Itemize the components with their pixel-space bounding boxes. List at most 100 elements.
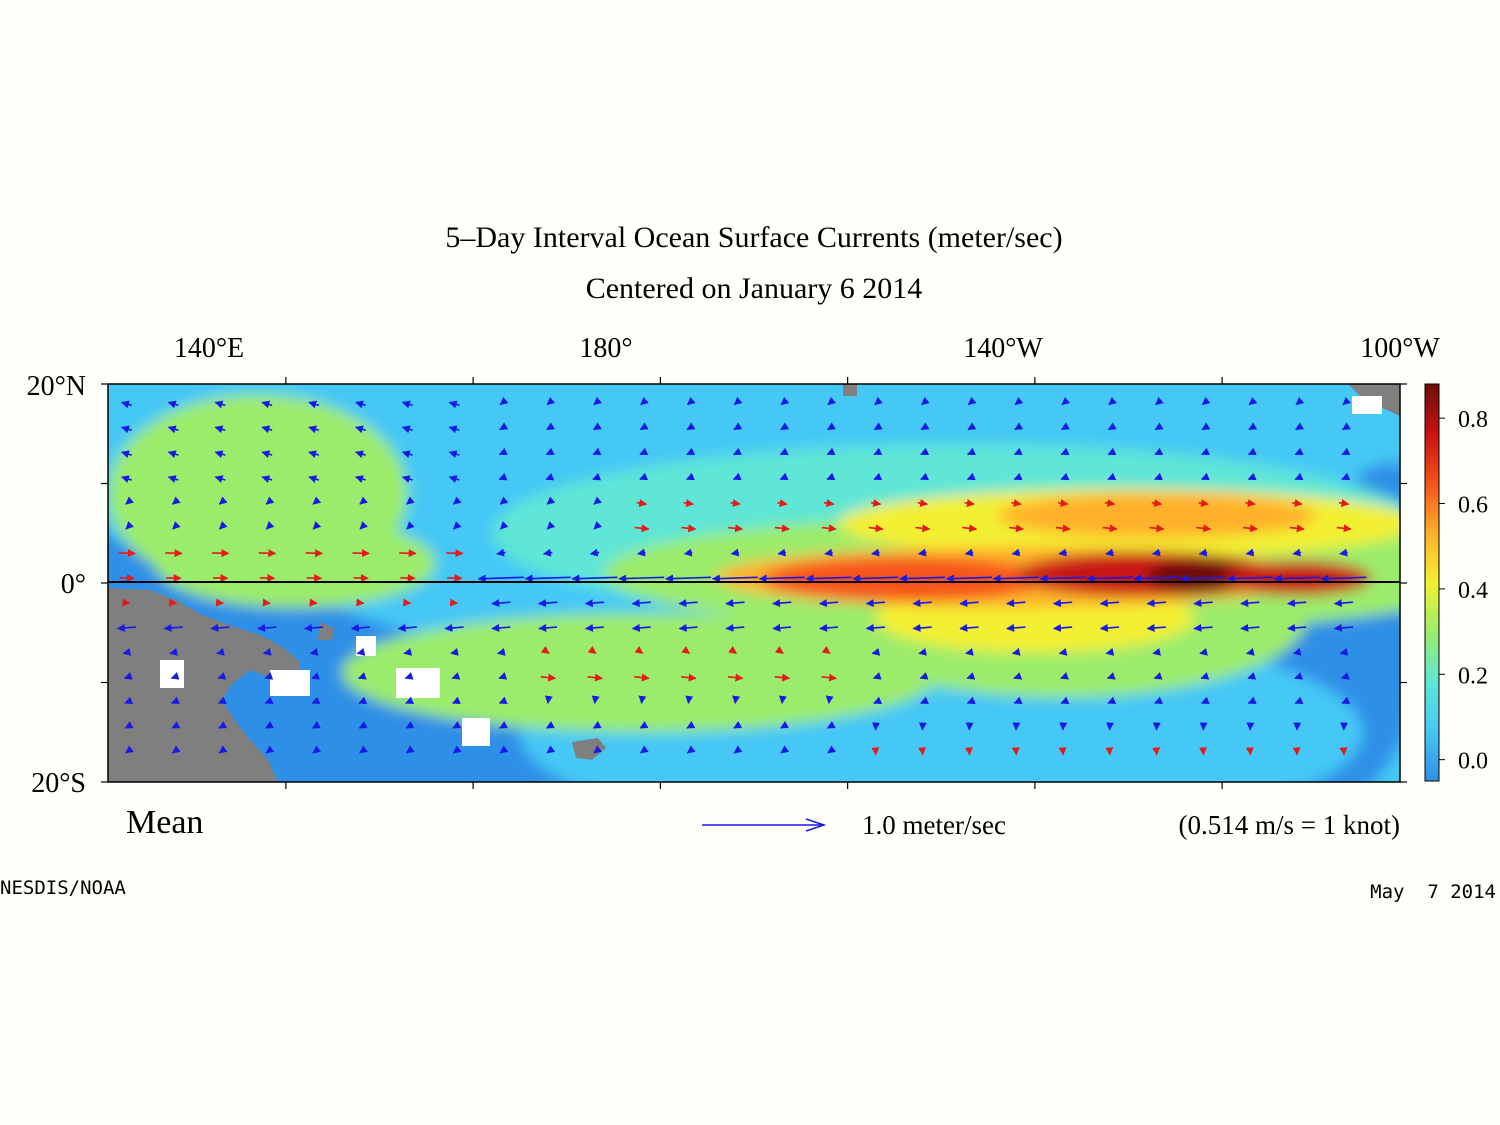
- current-arrow: [359, 521, 368, 530]
- current-arrow: [1006, 623, 1026, 632]
- current-arrow: [545, 472, 555, 481]
- current-arrow: [725, 623, 745, 632]
- colorbar-tick-label: 0.4: [1458, 578, 1488, 604]
- current-arrow: [711, 574, 758, 583]
- current-arrow: [1058, 548, 1067, 557]
- current-arrow: [871, 548, 880, 557]
- current-arrow: [358, 696, 368, 704]
- current-arrow: [546, 521, 556, 530]
- current-arrow: [545, 721, 555, 729]
- current-arrow: [357, 672, 367, 680]
- current-arrow: [733, 721, 743, 729]
- current-arrow: [355, 475, 366, 483]
- current-arrow: [1011, 499, 1022, 507]
- current-arrow: [405, 721, 415, 729]
- current-arrow: [402, 598, 412, 607]
- current-arrow: [491, 599, 511, 608]
- current-arrow: [538, 599, 558, 608]
- current-arrow: [1248, 422, 1258, 431]
- current-arrow: [498, 672, 508, 680]
- current-arrow: [1055, 524, 1071, 533]
- current-arrow: [774, 673, 791, 682]
- current-arrow: [308, 475, 320, 483]
- current-arrow: [681, 673, 697, 682]
- current-arrow: [546, 496, 556, 505]
- current-arrow: [172, 521, 181, 530]
- current-arrow: [593, 521, 603, 530]
- current-arrow: [1011, 548, 1021, 557]
- current-arrow: [214, 475, 226, 483]
- current-arrow: [499, 721, 509, 729]
- current-arrow: [218, 496, 228, 505]
- current-arrow: [261, 450, 273, 459]
- current-arrow: [865, 623, 885, 632]
- current-arrow: [1006, 599, 1026, 608]
- current-arrow: [725, 599, 745, 608]
- current-arrow: [826, 447, 836, 456]
- colorbar-ticks: 0.8 0.6 0.4 0.2 0.0: [1439, 407, 1488, 775]
- current-arrow: [1013, 447, 1023, 456]
- current-arrow: [1198, 548, 1208, 557]
- current-arrow: [636, 499, 648, 507]
- current-arrow: [219, 521, 228, 530]
- current-arrow: [169, 647, 178, 656]
- current-arrow: [821, 673, 838, 682]
- current-arrow: [406, 496, 415, 505]
- current-arrow: [732, 472, 742, 481]
- current-arrow: [1060, 447, 1070, 456]
- current-arrow: [171, 745, 181, 754]
- current-arrow: [592, 447, 602, 456]
- current-arrow: [1198, 499, 1209, 507]
- current-arrow: [966, 472, 976, 481]
- current-arrow: [1105, 548, 1114, 557]
- current-arrow: [733, 396, 743, 406]
- current-arrow: [593, 496, 603, 505]
- axis-ticks: [101, 377, 1407, 789]
- current-arrow: [821, 645, 831, 655]
- current-arrow: [447, 574, 463, 583]
- current-arrow: [640, 396, 649, 406]
- current-arrow: [312, 745, 322, 754]
- current-arrow: [1200, 672, 1210, 680]
- current-arrow: [477, 574, 524, 583]
- current-arrow: [498, 472, 508, 481]
- current-arrow: [218, 745, 228, 754]
- speed-contour: [997, 492, 1316, 538]
- current-arrow: [401, 475, 413, 483]
- current-arrow: [119, 574, 135, 583]
- current-arrow: [448, 450, 460, 459]
- current-arrow: [1320, 574, 1367, 583]
- current-arrow: [730, 499, 741, 507]
- current-arrow: [665, 574, 712, 583]
- current-arrow: [966, 696, 976, 704]
- current-arrow: [399, 549, 417, 558]
- current-arrow: [774, 524, 790, 533]
- current-arrow: [592, 721, 602, 729]
- current-arrow: [1294, 472, 1304, 481]
- current-arrow: [873, 696, 883, 704]
- current-arrow: [406, 521, 415, 530]
- current-arrow: [589, 548, 600, 557]
- current-arrow: [405, 696, 415, 704]
- current-arrow: [498, 447, 508, 456]
- lat-tick-label: 20°S: [31, 768, 86, 799]
- current-arrow: [448, 400, 460, 409]
- current-arrow: [1341, 696, 1351, 704]
- current-arrow: [779, 447, 789, 456]
- current-arrow: [871, 647, 881, 656]
- current-arrow: [639, 745, 649, 754]
- current-arrow: [639, 721, 649, 729]
- current-arrow: [216, 647, 225, 656]
- current-arrow: [122, 598, 131, 607]
- current-arrow: [634, 673, 650, 682]
- current-arrow: [1013, 696, 1023, 704]
- current-arrow: [1200, 696, 1210, 704]
- lon-tick-label: 180°: [579, 333, 632, 364]
- current-arrow: [780, 422, 790, 431]
- current-arrow: [166, 574, 182, 583]
- current-arrow: [727, 673, 744, 682]
- current-arrow: [1011, 647, 1021, 656]
- current-arrow: [1058, 647, 1068, 656]
- current-arrow: [359, 496, 368, 505]
- colorbar-tick-label: 0.2: [1458, 663, 1488, 689]
